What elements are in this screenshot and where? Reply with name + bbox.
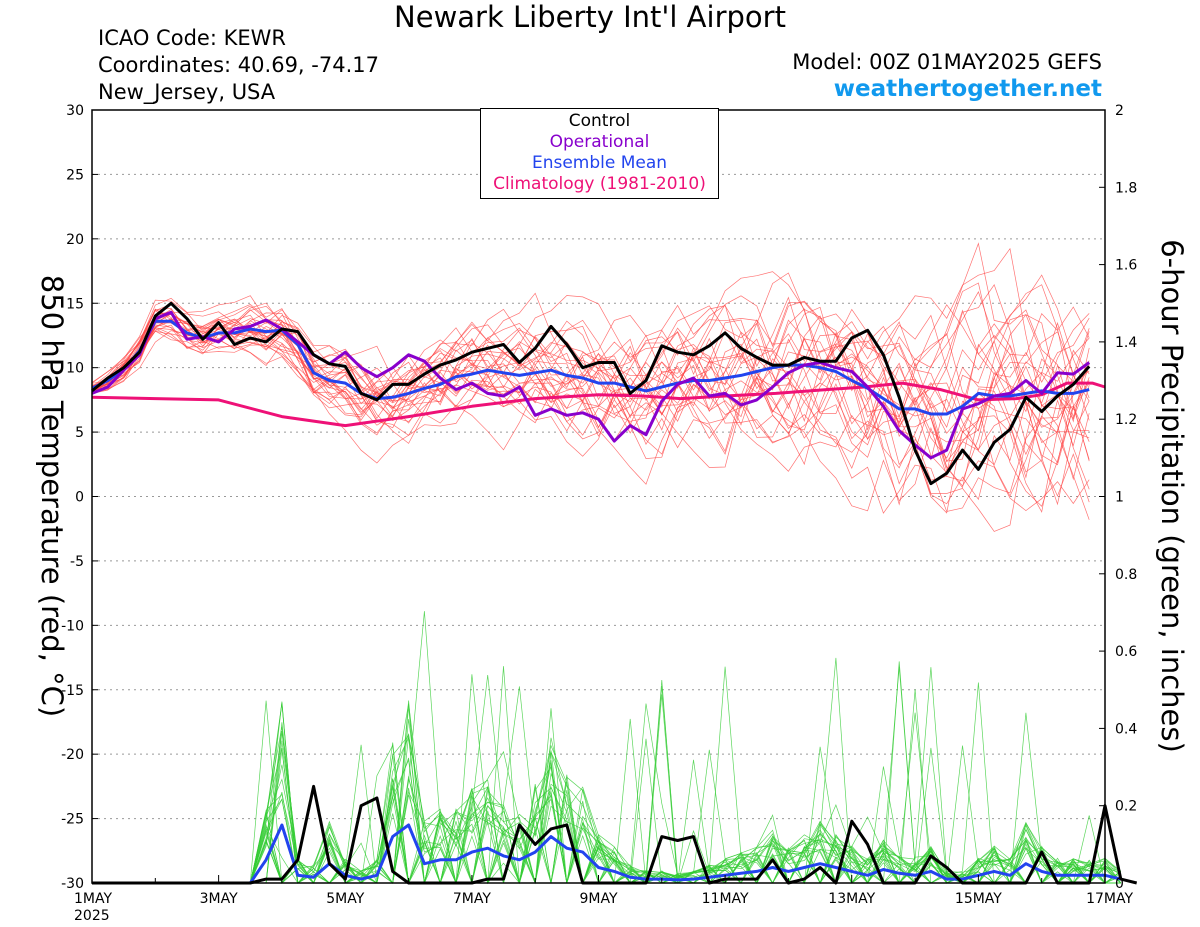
legend-item-operational: Operational (549, 132, 650, 152)
x-tick-label: 5MAY (326, 891, 364, 907)
location: New_Jersey, USA (98, 80, 276, 104)
temp-ensemble-mean-line (91, 319, 1090, 416)
precipitation-member-line (92, 700, 1122, 884)
chart-title: Newark Liberty Int'l Airport (394, 0, 786, 34)
y2-tick-label: 1.8 (1115, 180, 1137, 196)
y2-tick-label: 0.6 (1115, 644, 1137, 660)
precipitation-member-line (92, 772, 1122, 884)
left-axis-label: 850 hPa Temperature (red, °C) (35, 275, 69, 717)
precipitation-member-line (92, 657, 1122, 885)
precipitation-member-line (92, 742, 1121, 885)
y-tick-label: 5 (75, 425, 84, 441)
temp-control-line (91, 301, 1091, 486)
precipitation-member-line (92, 751, 1122, 884)
y2-tick-label: 1 (1115, 490, 1124, 506)
y2-tick-label: 1.6 (1115, 258, 1137, 274)
y-tick-label: 15 (66, 296, 84, 312)
y-tick-label: 20 (66, 232, 84, 248)
right-axis-label: 6-hour Precipitation (green, inches) (1155, 239, 1189, 753)
precipitation-member-line (92, 718, 1121, 885)
y-tick-label: -30 (61, 876, 84, 892)
x-tick-label: 17MAY (1086, 891, 1133, 907)
temperature-member-line (91, 242, 1090, 429)
right-axis-ticks: 0 0.2 0.4 0.6 0.8 1 1.2 1.4 1.6 1.8 2 (1099, 103, 1137, 892)
temperature-member-line (91, 299, 1090, 512)
left-axis-ticks: 30 25 20 15 10 5 0 -5 -10 -15 -20 -25 -30 (61, 103, 98, 892)
icao-code: ICAO Code: KEWR (98, 26, 286, 50)
grid (92, 173, 1105, 820)
y-tick-label: -20 (61, 747, 84, 763)
legend-item-ensemble-mean: Ensemble Mean (531, 153, 668, 173)
y2-tick-label: 0 (1115, 876, 1124, 892)
x-axis-ticks: 1MAY 3MAY 5MAY 7MAY 9MAY 11MAY 13MAY 15MAY 17MAY… (74, 875, 1133, 924)
precipitation-member-line (92, 719, 1122, 885)
legend-item-control: Control (568, 111, 631, 131)
temperature-member-line (91, 309, 1090, 431)
y2-tick-label: 2 (1115, 103, 1124, 119)
temperature-member-line (91, 303, 1090, 485)
temperature-ensemble-members (91, 242, 1090, 532)
y2-tick-label: 1.2 (1115, 412, 1137, 428)
temperature-member-line (91, 314, 1090, 520)
site-name: weathertogether.net (833, 76, 1102, 102)
precipitation-member-line (92, 686, 1122, 884)
precipitation-member-line (92, 700, 1122, 885)
precip-ensemble-mean-line (92, 823, 1122, 885)
temp-operational-line (91, 310, 1091, 460)
x-tick-sublabel: 2025 (74, 908, 110, 924)
x-tick-label: 15MAY (955, 891, 1002, 907)
temperature-member-line (91, 295, 1090, 514)
y-tick-label: -10 (61, 618, 84, 634)
x-tick-label: 9MAY (579, 891, 617, 907)
temperature-member-line (91, 304, 1090, 457)
precipitation-ensemble-members (92, 611, 1122, 885)
precipitation-member-line (92, 611, 1122, 885)
x-tick-label: 1MAY (74, 891, 112, 907)
y-tick-label: -15 (61, 683, 84, 699)
temperature-member-line (91, 308, 1090, 485)
model-run: Model: 00Z 01MAY2025 GEFS (792, 50, 1102, 74)
legend: Control Operational Ensemble Mean Climat… (480, 108, 719, 199)
temperature-member-line (91, 313, 1090, 481)
precipitation-member-line (92, 708, 1121, 885)
y-tick-label: 0 (75, 490, 84, 506)
y2-tick-label: 0.8 (1115, 567, 1137, 583)
temperature-member-line (91, 304, 1090, 432)
x-tick-label: 13MAY (828, 891, 875, 907)
x-tick-label: 3MAY (200, 891, 238, 907)
temperature-member-line (91, 292, 1090, 473)
legend-item-climatology: Climatology (1981-2010) (493, 174, 706, 194)
precipitation-member-line (92, 661, 1122, 885)
x-tick-label: 7MAY (453, 891, 491, 907)
y2-tick-label: 1.4 (1115, 335, 1137, 351)
y2-tick-label: 0.2 (1115, 799, 1137, 815)
coordinates: Coordinates: 40.69, -74.17 (98, 53, 379, 77)
precipitation-member-line (92, 685, 1122, 885)
y-tick-label: -25 (61, 812, 84, 828)
x-tick-label: 11MAY (702, 891, 749, 907)
temperature-member-line (91, 295, 1090, 444)
precipitation-member-line (92, 667, 1122, 885)
y-tick-label: 30 (66, 103, 84, 119)
y-tick-label: 25 (66, 167, 84, 183)
y-tick-label: 10 (66, 361, 84, 377)
y-tick-label: -5 (70, 554, 84, 570)
temperature-member-line (91, 247, 1090, 460)
temperature-member-line (91, 313, 1090, 512)
temperature-member-line (91, 271, 1090, 462)
y2-tick-label: 0.4 (1115, 721, 1137, 737)
